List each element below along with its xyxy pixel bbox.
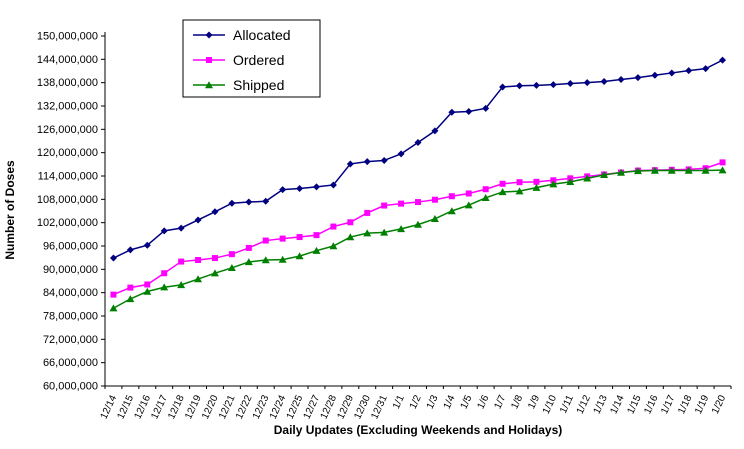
x-tick-label: 1/13 [592, 393, 610, 416]
y-tick-label: 138,000,000 [37, 77, 98, 89]
y-tick-label: 132,000,000 [37, 101, 98, 113]
y-tick-label: 90,000,000 [43, 264, 98, 276]
y-axis: 60,000,000 66,000,000 72,000,000 78,000,000… [37, 31, 105, 393]
x-tick-label: 1/11 [558, 393, 576, 415]
y-tick-label: 66,000,000 [43, 357, 98, 369]
x-tick-label: 1/9 [526, 393, 542, 411]
x-tick-label: 1/7 [492, 393, 508, 411]
x-tick-label: 1/12 [575, 393, 593, 416]
x-tick-label: 1/3 [425, 393, 441, 411]
y-tick-label: 114,000,000 [38, 171, 98, 183]
y-axis-title: Number of Doses [3, 160, 17, 260]
x-tick-label: 1/20 [710, 393, 728, 416]
x-tick-label: 1/2 [408, 393, 424, 411]
y-tick-label: 120,000,000 [37, 147, 98, 159]
x-tick-label: 1/17 [659, 393, 677, 416]
legend-label-allocated: Allocated [233, 27, 291, 43]
x-tick-label: 1/18 [676, 393, 694, 416]
y-tick-label: 60,000,000 [43, 381, 98, 393]
y-tick-label: 108,000,000 [37, 194, 98, 206]
x-tick-label: 1/10 [541, 393, 559, 416]
x-tick-label: 1/15 [625, 393, 643, 416]
y-tick-label: 144,000,000 [37, 54, 98, 66]
axes [104, 32, 731, 387]
y-tick-label: 102,000,000 [37, 217, 98, 229]
y-tick-label: 72,000,000 [43, 334, 98, 346]
y-tick-label: 78,000,000 [43, 311, 98, 323]
series-shipped [109, 166, 727, 312]
plot-area: 60,000,000 66,000,000 72,000,000 78,000,000… [37, 19, 732, 421]
x-tick-label: 12/31 [369, 393, 390, 421]
x-tick-label: 1/5 [459, 393, 475, 411]
legend: Allocated Ordered Shipped [182, 19, 321, 98]
y-tick-label: 150,000,000 [37, 31, 98, 43]
y-tick-label: 126,000,000 [37, 124, 98, 136]
series-allocated [109, 56, 727, 262]
x-tick-label: 1/8 [509, 393, 525, 411]
x-tick-label: 1/14 [609, 393, 627, 416]
legend-label-ordered: Ordered [233, 52, 284, 68]
x-tick-label: 1/6 [476, 393, 492, 411]
legend-label-shipped: Shipped [233, 77, 284, 93]
y-tick-label: 84,000,000 [43, 287, 98, 299]
x-tick-label: 1/16 [642, 393, 660, 416]
y-tick-label: 96,000,000 [43, 241, 98, 253]
x-tick-label: 1/4 [442, 393, 458, 411]
x-tick-label: 1/19 [693, 393, 711, 416]
x-axis-title: Daily Updates (Excluding Weekends and Ho… [274, 423, 563, 437]
x-tick-label: 1/1 [391, 393, 407, 411]
x-axis: 12/1412/1512/1612/1712/1812/1912/2012/21… [99, 386, 732, 421]
